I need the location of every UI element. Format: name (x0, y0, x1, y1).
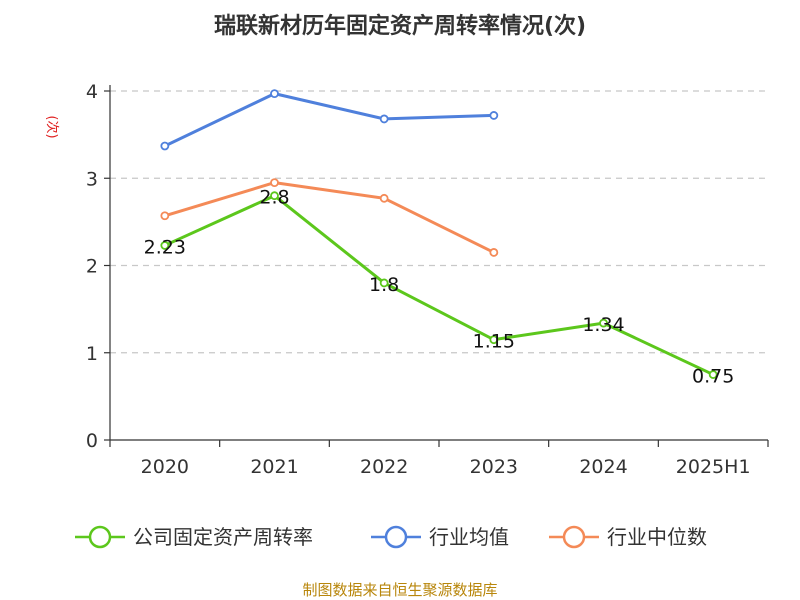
series-line (164, 194, 714, 376)
x-tick-label: 2023 (470, 456, 518, 478)
data-label: 0.75 (692, 366, 734, 388)
y-tick-label: 1 (86, 343, 98, 365)
y-tick-label: 2 (86, 256, 98, 278)
x-tick-label: 2020 (141, 456, 189, 478)
legend-swatch-marker (562, 525, 586, 549)
x-tick-label: 2024 (579, 456, 627, 478)
source-note: 制图数据来自恒生聚源数据库 (302, 581, 497, 599)
axes (104, 85, 769, 447)
data-point (160, 241, 170, 250)
tick-labels: 0 1 2 3 4 2020 2021 2022 2023 2024 2025H1 (86, 81, 751, 478)
data-point (489, 248, 499, 257)
legend-label: 行业均值 (429, 525, 509, 549)
y-tick-label: 0 (86, 430, 98, 452)
legend-swatch-marker (88, 525, 112, 549)
x-tick-label: 2021 (250, 456, 298, 478)
chart-title: 瑞联新材历年固定资产周转率情况(次) (214, 13, 586, 39)
data-point (379, 278, 389, 288)
series-line (164, 181, 495, 254)
data-label: 1.15 (473, 331, 515, 353)
x-tick-label: 2022 (360, 456, 408, 478)
data-point (708, 370, 718, 379)
data-labels: 2.23 2.8 1.8 1.15 1.34 0.75 (144, 187, 735, 388)
data-point (270, 191, 279, 201)
legend-label: 公司固定资产周转率 (133, 525, 313, 549)
data-label: 1.34 (582, 314, 624, 336)
data-point (160, 141, 170, 151)
legend-label: 行业中位数 (607, 525, 707, 549)
y-tick-label: 4 (86, 81, 98, 103)
data-label: 2.23 (144, 236, 186, 258)
data-label: 2.8 (259, 187, 289, 209)
x-tick-label: 2025H1 (676, 456, 751, 478)
data-point (489, 335, 499, 345)
series-layer (160, 89, 718, 379)
data-point (599, 318, 608, 328)
legend: 公司固定资产周转率 行业均值 行业中位数 (75, 525, 707, 549)
y-axis-label: (次) (44, 115, 60, 138)
data-point (160, 211, 170, 221)
data-point (270, 89, 279, 99)
data-point (379, 193, 389, 203)
data-label: 1.8 (369, 274, 399, 296)
data-point (379, 114, 389, 124)
y-tick-label: 3 (86, 168, 98, 190)
grid-lines (110, 90, 768, 354)
legend-swatch-marker (384, 525, 408, 549)
series-line (164, 92, 494, 148)
data-point (489, 111, 499, 120)
data-point (270, 178, 279, 188)
